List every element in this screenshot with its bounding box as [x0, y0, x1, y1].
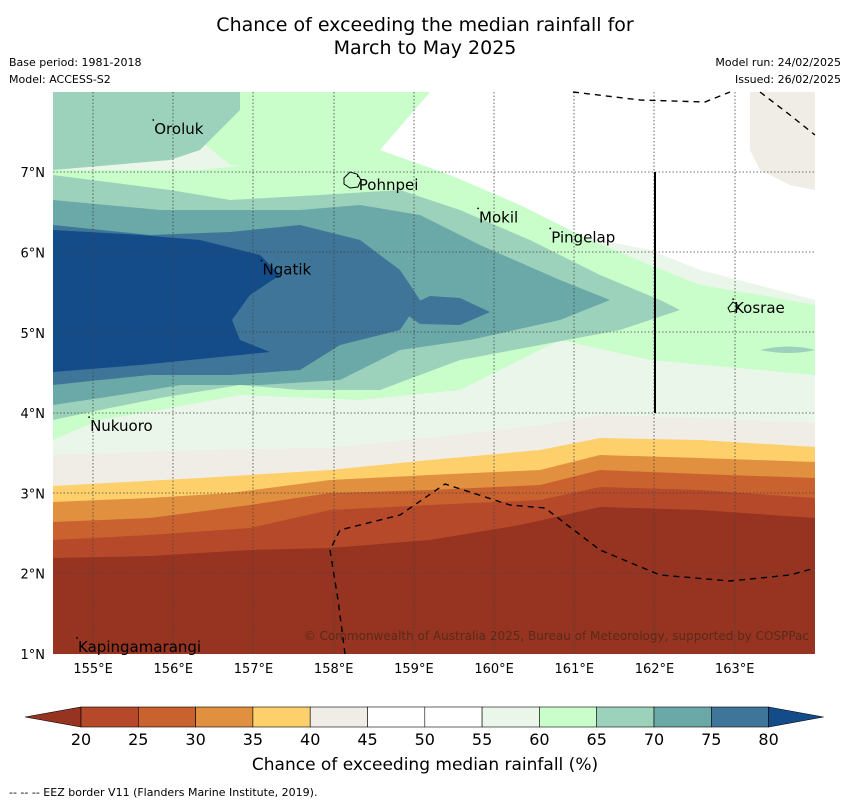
lat-tick-label: 5°N: [21, 327, 46, 342]
lat-tick-label: 3°N: [21, 487, 46, 502]
place-marker: [549, 227, 552, 230]
colorbar-tick-label: 45: [357, 730, 377, 749]
lon-tick-label: 158°E: [314, 662, 354, 677]
place-marker: [260, 259, 263, 262]
base-period: Base period: 1981-2018: [9, 56, 142, 69]
fill-65-70-east: [760, 346, 815, 353]
colorbar-tick-label: 80: [758, 730, 778, 749]
colorbar-tick-label: 40: [300, 730, 320, 749]
colorbar-tick-label: 65: [587, 730, 607, 749]
colorbar-tick-label: 20: [71, 730, 91, 749]
fill-45-55: [350, 92, 815, 300]
colorbar-segment: [710, 706, 769, 728]
map-title: Chance of exceeding the median rainfall …: [0, 14, 850, 60]
fill-40-45-ne: [750, 92, 815, 190]
lon-tick-label: 163°E: [715, 662, 755, 677]
colorbar-tick-label: 35: [243, 730, 263, 749]
pohnpei-island-outline: [343, 171, 362, 189]
place-label: Mokil: [479, 208, 518, 226]
lon-tick-label: 157°E: [234, 662, 274, 677]
fill-under-20: [53, 507, 815, 654]
place-label: Oroluk: [154, 120, 203, 138]
issued-date: Issued: 26/02/2025: [734, 73, 841, 86]
place-label: Nukuoro: [90, 417, 153, 435]
fill-over-80: [53, 230, 280, 372]
contour-fills: [53, 92, 815, 654]
place-label: Kapingamarangi: [78, 638, 201, 656]
colorbar-tick-label: 70: [644, 730, 664, 749]
place-label: Ngatik: [263, 261, 312, 279]
place-marker: [732, 298, 734, 301]
place-marker: [477, 207, 479, 210]
colorbar-segment: [195, 706, 254, 728]
colorbar-tick-label: 75: [701, 730, 721, 749]
place-label: Pohnpei: [359, 176, 419, 194]
place-label: Kosrae: [734, 299, 785, 317]
colorbar-tick-label: 25: [128, 730, 148, 749]
copyright-notice: © Commonwealth of Australia 2025, Bureau…: [304, 629, 809, 643]
lon-tick-label: 162°E: [635, 662, 675, 677]
colorbar-segment: [481, 706, 540, 728]
lon-tick-label: 161°E: [555, 662, 595, 677]
lon-tick-label: 159°E: [394, 662, 434, 677]
eez-border: [329, 91, 816, 655]
colorbar-segment: [424, 706, 483, 728]
meta-left: Base period: 1981-2018 Model: ACCESS-S2: [9, 54, 141, 88]
lon-tick-label: 155°E: [73, 662, 113, 677]
colorbar-segment: [252, 706, 311, 728]
place-marker: [356, 175, 359, 178]
lat-tick-label: 1°N: [21, 648, 46, 663]
place-labels: Oroluk Pohnpei Mokil Pingelap Ngatik Kosrae Nu…: [76, 119, 785, 656]
colorbar: 20 25 30 35 40 45 50 55 60 65 70 75 80: [24, 706, 824, 749]
colorbar-segment: [596, 706, 655, 728]
title-line-2: March to May 2025: [333, 37, 517, 59]
lon-tick-label: 160°E: [474, 662, 514, 677]
place-label: Pingelap: [551, 228, 615, 246]
colorbar-label: Chance of exceeding median rainfall (%): [251, 755, 599, 775]
meta-right: Model run: 24/02/2025 Issued: 26/02/2025: [715, 54, 841, 88]
colorbar-segment: [539, 706, 598, 728]
place-marker: [76, 637, 78, 639]
lat-tick-label: 7°N: [21, 166, 46, 181]
place-marker: [152, 119, 155, 121]
kosrae-island-outline: [727, 301, 740, 313]
model-run: Model run: 24/02/2025: [715, 56, 841, 69]
lat-tick-label: 4°N: [21, 407, 46, 422]
place-marker: [88, 416, 90, 419]
colorbar-segment: [309, 706, 368, 728]
eez-source-note: -- -- -- EEZ border V11 (Flanders Marine…: [9, 786, 318, 799]
lat-tick-label: 6°N: [21, 247, 46, 262]
colorbar-tick-label: 55: [472, 730, 492, 749]
colorbar-tick-label: 60: [529, 730, 549, 749]
colorbar-tick-label: 30: [185, 730, 205, 749]
colorbar-segment: [653, 706, 712, 728]
lon-tick-label: 156°E: [154, 662, 194, 677]
colorbar-tick-label: 50: [415, 730, 435, 749]
colorbar-over-arrow: [768, 706, 824, 728]
colorbar-segment: [138, 706, 196, 728]
title-line-1: Chance of exceeding the median rainfall …: [216, 14, 634, 36]
colorbar-under-arrow: [24, 706, 82, 728]
lat-tick-label: 2°N: [21, 568, 46, 583]
model-name: Model: ACCESS-S2: [9, 73, 111, 86]
colorbar-segment: [367, 706, 426, 728]
axis-ticks: 155°E 156°E 157°E 158°E 159°E 160°E 161°E 162°E…: [21, 166, 755, 677]
colorbar-segment: [80, 706, 139, 728]
